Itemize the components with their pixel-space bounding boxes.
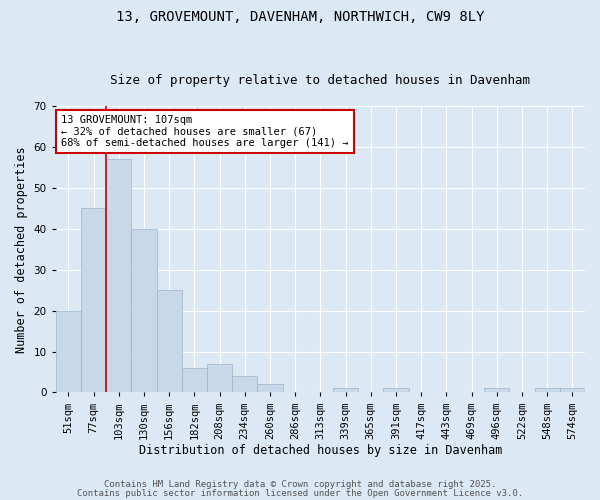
Title: Size of property relative to detached houses in Davenham: Size of property relative to detached ho… [110,74,530,87]
Text: 13 GROVEMOUNT: 107sqm
← 32% of detached houses are smaller (67)
68% of semi-deta: 13 GROVEMOUNT: 107sqm ← 32% of detached … [61,115,349,148]
Text: Contains HM Land Registry data © Crown copyright and database right 2025.: Contains HM Land Registry data © Crown c… [104,480,496,489]
Bar [535,388,560,392]
Bar [106,160,131,392]
Bar [182,368,207,392]
Bar [257,384,283,392]
Bar [81,208,106,392]
Bar [232,376,257,392]
Bar [207,364,232,392]
Bar [484,388,509,392]
Bar [560,388,585,392]
Bar [333,388,358,392]
Bar [131,229,157,392]
Bar [157,290,182,392]
Bar [383,388,409,392]
Y-axis label: Number of detached properties: Number of detached properties [15,146,28,352]
X-axis label: Distribution of detached houses by size in Davenham: Distribution of detached houses by size … [139,444,502,458]
Text: Contains public sector information licensed under the Open Government Licence v3: Contains public sector information licen… [77,488,523,498]
Text: 13, GROVEMOUNT, DAVENHAM, NORTHWICH, CW9 8LY: 13, GROVEMOUNT, DAVENHAM, NORTHWICH, CW9… [116,10,484,24]
Bar [56,310,81,392]
